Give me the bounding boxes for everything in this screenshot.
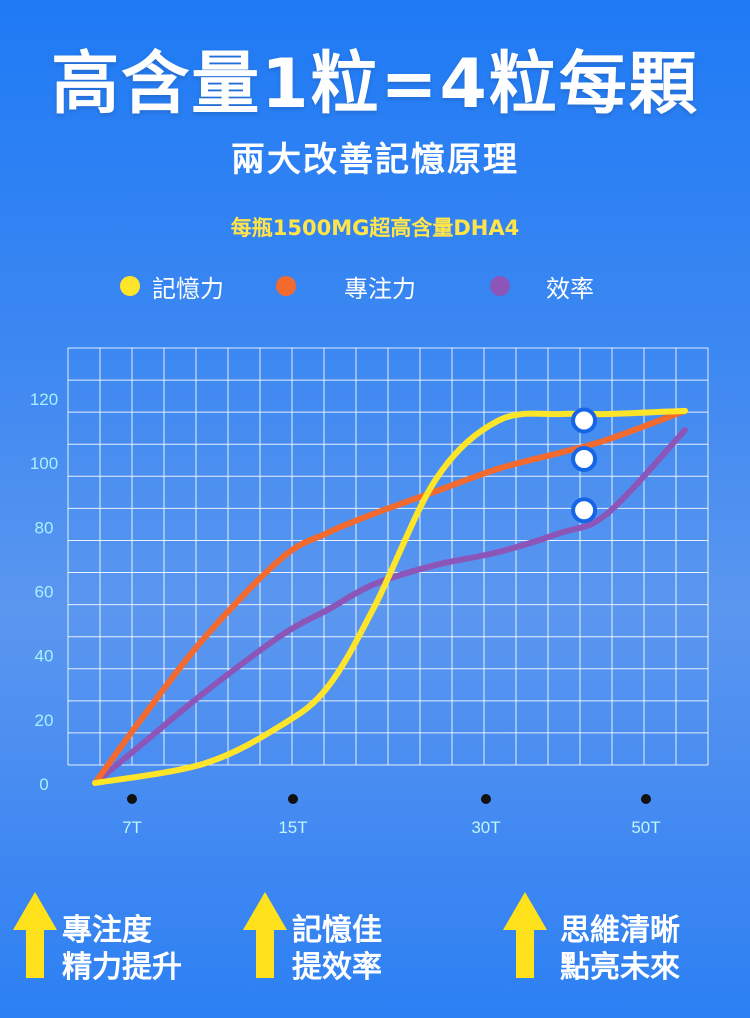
chart-grid bbox=[67, 347, 709, 766]
benefit-thinking-line2: 點亮未來 bbox=[560, 950, 680, 985]
y-tick-label: 60 bbox=[35, 583, 54, 602]
y-tick-label: 120 bbox=[30, 390, 58, 409]
benefit-memory: 記憶佳 提效率 bbox=[242, 890, 442, 990]
y-tick-label: 40 bbox=[35, 647, 54, 666]
x-tick-label: 15T bbox=[278, 818, 307, 837]
y-tick-label: 80 bbox=[35, 518, 54, 537]
legend-label-memory: 記憶力 bbox=[152, 274, 224, 303]
highlight-marker bbox=[571, 497, 598, 524]
x-tick-dot bbox=[127, 794, 137, 804]
series-line-memory bbox=[92, 407, 688, 786]
page-subtitle: 兩大改善記憶原理 bbox=[231, 140, 519, 180]
x-tick-dot bbox=[641, 794, 651, 804]
benefit-focus-line2: 精力提升 bbox=[62, 950, 182, 985]
x-tick-label: 30T bbox=[471, 818, 500, 837]
y-tick-label: 100 bbox=[30, 454, 58, 473]
highlight-marker bbox=[571, 445, 598, 472]
x-tick-dot bbox=[481, 794, 491, 804]
up-arrow-icon bbox=[13, 892, 57, 978]
benefit-memory-line2: 提效率 bbox=[292, 950, 382, 985]
up-arrow-icon bbox=[503, 892, 547, 978]
line-chart: 0 20 40 60 80 100 120 7T 15T 30T 50T bbox=[30, 347, 709, 837]
chart-markers bbox=[571, 407, 598, 524]
y-tick-label: 0 bbox=[39, 775, 48, 794]
legend-label-efficiency: 效率 bbox=[546, 274, 594, 303]
legend-dot-memory bbox=[120, 276, 140, 296]
legend-dot-focus bbox=[276, 276, 296, 296]
x-tick-label: 7T bbox=[122, 818, 142, 837]
legend-item-focus: 專注力 bbox=[276, 268, 416, 304]
legend-label-focus: 專注力 bbox=[344, 274, 416, 303]
x-tick-label: 50T bbox=[631, 818, 660, 837]
benefit-thinking: 思維清晰 點亮未來 bbox=[502, 890, 742, 990]
legend-dot-efficiency bbox=[490, 276, 510, 296]
highlight-marker bbox=[571, 407, 598, 434]
benefit-focus: 專注度 精力提升 bbox=[12, 890, 212, 990]
series-line-efficiency bbox=[92, 427, 688, 786]
y-axis-ticks: 0 20 40 60 80 100 120 bbox=[30, 390, 58, 794]
chart-legend: 記憶力 專注力 效率 bbox=[0, 268, 750, 304]
legend-item-memory: 記憶力 bbox=[120, 268, 224, 304]
x-tick-dot bbox=[288, 794, 298, 804]
page-title: 高含量1粒=4粒每顆 bbox=[51, 45, 699, 124]
product-tagline: 每瓶1500MG超高含量DHA4 bbox=[230, 216, 520, 240]
benefit-focus-line1: 專注度 bbox=[62, 913, 152, 948]
y-tick-label: 20 bbox=[35, 711, 54, 730]
chart-series bbox=[92, 407, 688, 786]
legend-item-efficiency: 效率 bbox=[490, 268, 594, 304]
benefit-thinking-line1: 思維清晰 bbox=[560, 913, 680, 948]
series-line-focus bbox=[92, 407, 688, 786]
benefit-memory-line1: 記憶佳 bbox=[292, 913, 382, 948]
up-arrow-icon bbox=[243, 892, 287, 978]
x-axis: 7T 15T 30T 50T bbox=[122, 794, 661, 837]
